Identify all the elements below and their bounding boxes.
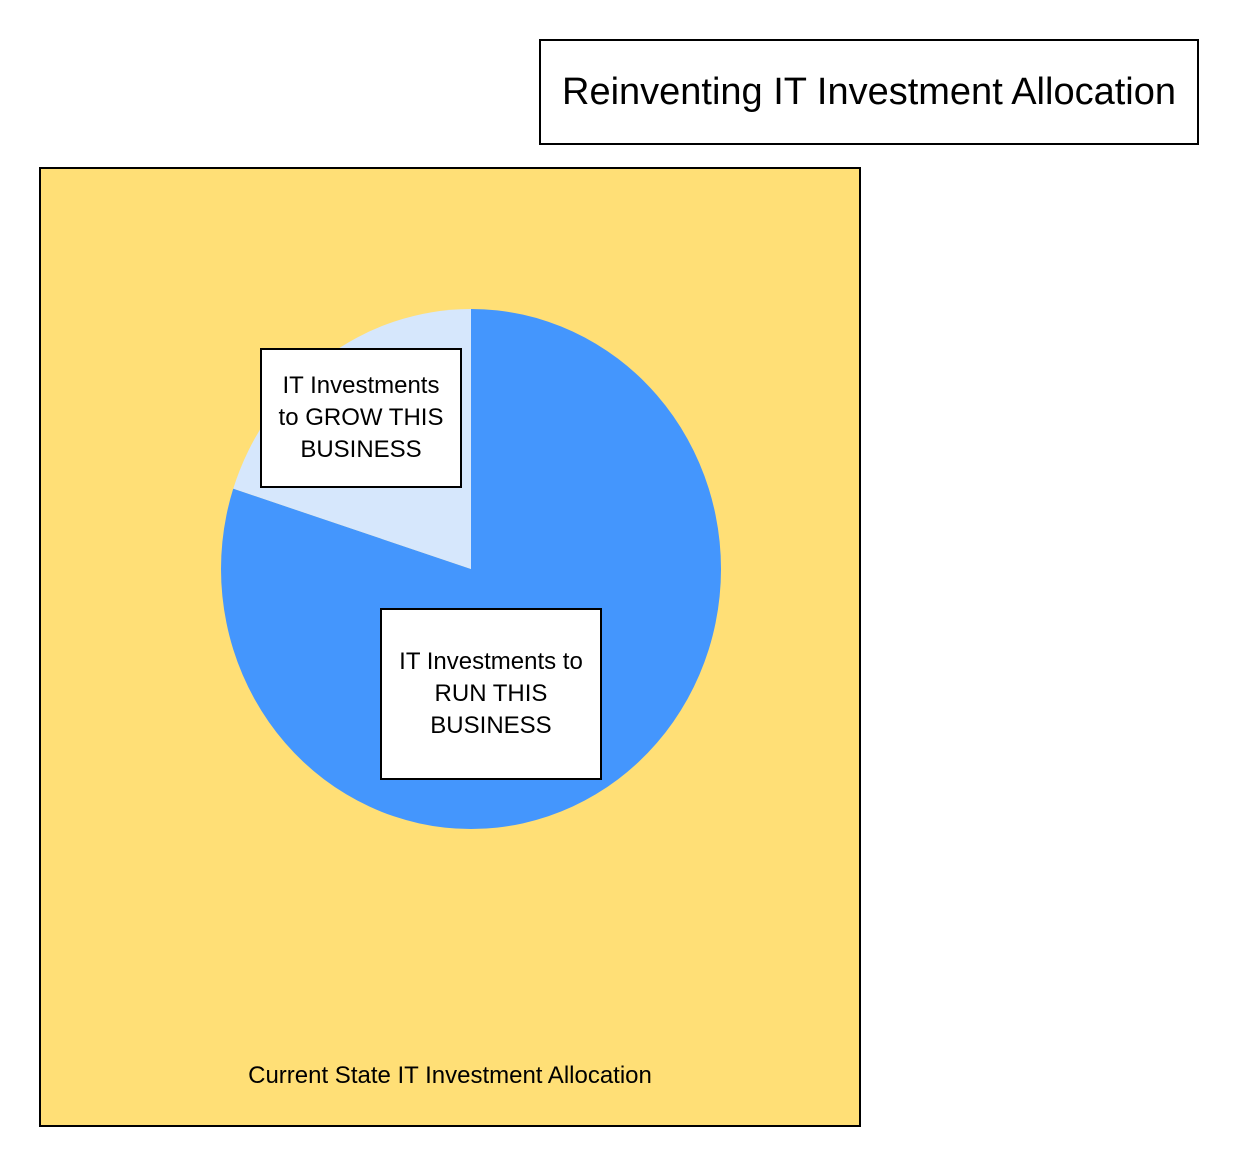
grow-label-line-3: BUSINESS [300, 436, 422, 463]
grow-label-line-2: to GROW THIS [278, 404, 444, 431]
run-label-line-3: BUSINESS [430, 712, 552, 739]
grow-label-line-1: IT Investments [282, 372, 440, 399]
run-label-line-2: RUN THIS [434, 680, 548, 707]
page-title: Reinventing IT Investment Allocation [539, 39, 1199, 145]
run-label-line-1: IT Investments to [399, 648, 583, 675]
panel-caption: Current State IT Investment Allocation [248, 1062, 652, 1089]
current-state-panel: IT Investments to GROW THIS BUSINESS IT … [39, 167, 861, 1127]
run-business-label: IT Investments to RUN THIS BUSINESS [380, 608, 602, 780]
grow-business-label: IT Investments to GROW THIS BUSINESS [260, 348, 462, 488]
